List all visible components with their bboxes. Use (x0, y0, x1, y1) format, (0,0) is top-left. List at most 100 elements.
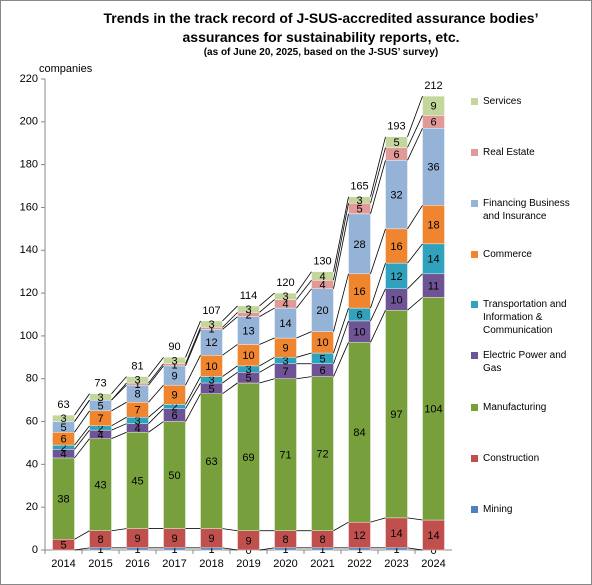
bar-segment (52, 414, 75, 422)
data-label: 9 (134, 533, 140, 545)
series-line (148, 363, 164, 384)
bar-segment (163, 357, 186, 364)
bar-segment (89, 393, 112, 401)
data-label: 6 (60, 434, 66, 446)
data-label: 3 (134, 415, 140, 427)
data-label: 1 (282, 544, 288, 556)
data-label: 4 (60, 449, 66, 461)
series-line (185, 354, 201, 386)
data-label: 1 (208, 323, 214, 335)
series-line (222, 316, 238, 330)
series-line (185, 329, 201, 367)
legend-swatch (471, 200, 478, 207)
total-label: 63 (57, 399, 69, 411)
bar-segment (385, 136, 408, 148)
series-line (148, 421, 164, 433)
data-label: 14 (279, 318, 291, 330)
data-label: 3 (282, 355, 288, 367)
data-label: 5 (60, 422, 66, 434)
bar-segment (422, 95, 445, 116)
series-line (74, 399, 90, 422)
total-label: 193 (387, 121, 405, 133)
series-line (148, 408, 164, 424)
series-line (407, 243, 423, 264)
data-label: 1 (393, 544, 399, 556)
x-tick-label: 2017 (162, 558, 186, 570)
total-label: 107 (202, 305, 220, 317)
data-label: 6 (393, 149, 399, 161)
series-line (185, 376, 201, 405)
series-line (407, 115, 423, 148)
data-label: 1 (356, 544, 362, 556)
legend-label: Manufacturing (483, 402, 547, 413)
data-label: 2 (245, 309, 251, 321)
y-axis-label: companies (39, 63, 93, 75)
data-label: 69 (242, 452, 254, 464)
data-label: 43 (94, 480, 106, 492)
data-label: 104 (424, 404, 442, 416)
data-label: 14 (427, 530, 439, 542)
series-line (222, 371, 238, 384)
data-label: 3 (356, 195, 362, 207)
series-line (407, 297, 423, 311)
total-label: 165 (350, 181, 368, 193)
series-line (222, 382, 238, 395)
legend-label: Mining (483, 504, 513, 515)
data-label: 10 (316, 337, 328, 349)
legend-label: Electric Power and Gas (483, 350, 567, 374)
data-label: 5 (393, 137, 399, 149)
data-label: 1 (319, 544, 325, 556)
series-line (148, 365, 164, 386)
data-label: 9 (171, 390, 177, 402)
series-line (259, 547, 275, 551)
y-tick-label: 100 (20, 330, 38, 342)
data-label: 8 (97, 534, 103, 546)
data-label: 13 (242, 325, 254, 337)
data-label: 2 (97, 423, 103, 435)
legend-label: Construction (483, 453, 540, 464)
series-line (111, 528, 127, 532)
data-label: 2 (171, 401, 177, 413)
x-tick-label: 2014 (51, 558, 75, 570)
data-label: 14 (427, 254, 439, 266)
data-label: 5 (356, 203, 362, 215)
total-label: 212 (424, 80, 442, 92)
x-tick-label: 2021 (310, 558, 334, 570)
data-label: 8 (282, 534, 288, 546)
data-label: 6 (319, 365, 325, 377)
data-label: 7 (282, 366, 288, 378)
data-label: 38 (57, 494, 69, 506)
y-tick-label: 80 (26, 373, 38, 385)
bar-segment (200, 320, 223, 328)
total-label: 114 (240, 290, 258, 302)
data-label: 3 (171, 355, 177, 367)
series-line (407, 273, 423, 290)
series-line (333, 213, 349, 289)
series-line (111, 376, 127, 394)
legend-label: Commerce (483, 249, 532, 260)
x-tick-label: 2015 (88, 558, 112, 570)
data-label: 10 (242, 350, 254, 362)
data-label: 1 (208, 544, 214, 556)
series-line (296, 376, 312, 380)
series-line (74, 429, 90, 450)
data-label: 12 (390, 271, 402, 283)
series-line (185, 327, 201, 364)
x-tick-label: 2019 (236, 558, 260, 570)
legend-swatch (471, 404, 478, 411)
total-label: 130 (313, 256, 331, 268)
data-label: 3 (208, 375, 214, 387)
data-label: 28 (353, 239, 365, 251)
data-label: 16 (353, 286, 365, 298)
data-label: 71 (279, 450, 291, 462)
bar-segment (274, 292, 297, 300)
data-label: 3 (208, 319, 214, 331)
data-label: 5 (60, 540, 66, 552)
series-line (296, 352, 312, 358)
data-label: 5 (208, 383, 214, 395)
data-label: 1 (134, 544, 140, 556)
data-label: 10 (205, 361, 217, 373)
y-tick-label: 120 (20, 287, 38, 299)
series-line (259, 307, 275, 317)
